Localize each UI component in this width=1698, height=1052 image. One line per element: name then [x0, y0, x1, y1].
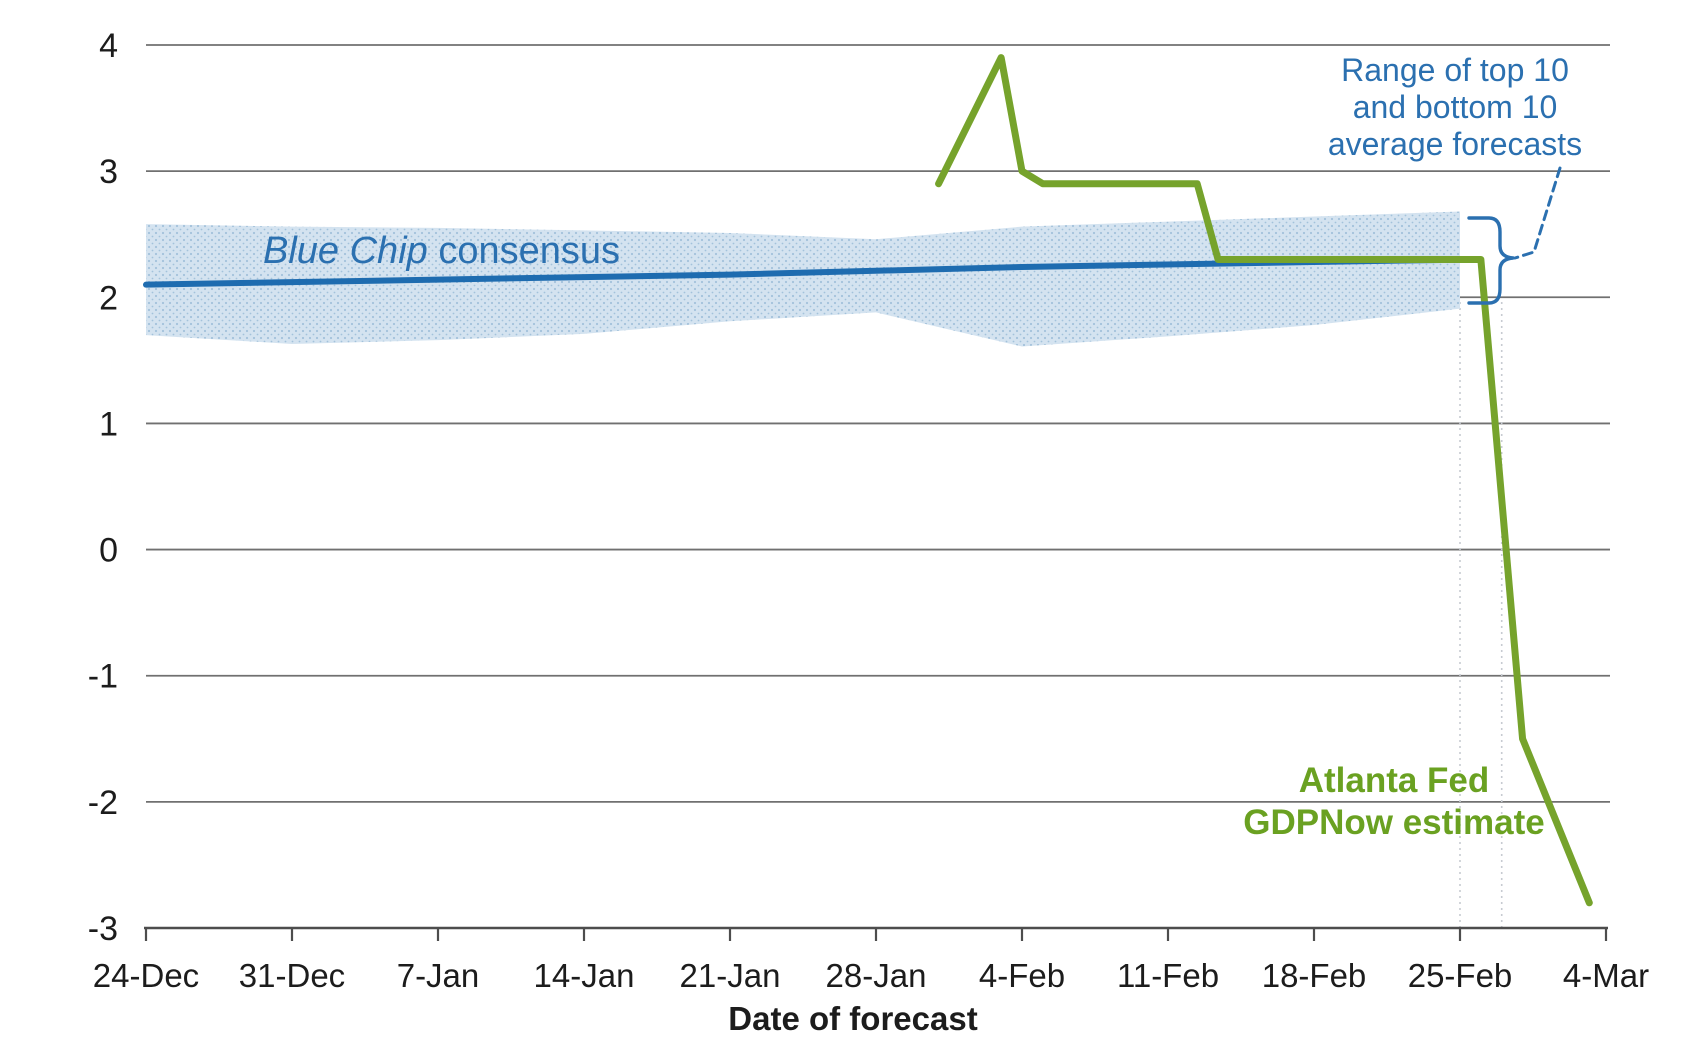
- series-lines: [143, 54, 1593, 907]
- y-tick-label-3: 3: [99, 153, 118, 191]
- x-axis-title: Date of forecast: [728, 1000, 977, 1037]
- range-annotation: Range of top 10 and bottom 10 average fo…: [1255, 52, 1655, 163]
- x-tick-label-18-Feb: 18-Feb: [1262, 957, 1367, 994]
- x-tick-label-11-Feb: 11-Feb: [1117, 957, 1219, 994]
- blue-chip-label-italic: Blue Chip: [263, 230, 428, 272]
- y-tick-label--2: -2: [88, 784, 118, 822]
- x-tick-label-31-Dec: 31-Dec: [239, 957, 345, 994]
- x-tick-label-25-Feb: 25-Feb: [1408, 957, 1513, 994]
- blue-chip-range-band: [146, 211, 1460, 347]
- x-tick-label-21-Jan: 21-Jan: [680, 957, 781, 994]
- gdpnow-estimate-label: Atlanta Fed GDPNow estimate: [1194, 760, 1594, 844]
- range-annotation-line3: average forecasts: [1327, 126, 1583, 162]
- y-tick-label--3: -3: [88, 910, 118, 948]
- y-tick-label--1: -1: [88, 658, 118, 696]
- blue-chip-consensus-label: Blue Chip consensus: [263, 230, 620, 273]
- x-tick-label-24-Dec: 24-Dec: [93, 957, 199, 994]
- y-tick-label-0: 0: [99, 532, 118, 570]
- x-tick-label-14-Jan: 14-Jan: [534, 957, 635, 994]
- axis-labels: 4 3 2 1 0 -1 -2 -3 24-Dec 31-Dec 7-Jan 14-Jan 21-Jan…: [88, 27, 1649, 1037]
- y-tick-label-4: 4: [99, 27, 118, 65]
- range-annotation-line1: Range of top 10: [1341, 52, 1569, 88]
- x-tick-label-28-Jan: 28-Jan: [826, 957, 927, 994]
- series-line-gdpnow: [935, 54, 1593, 907]
- gdpnow-label-line2: GDPNow estimate: [1243, 803, 1545, 842]
- forecast-range-band: [146, 211, 1460, 347]
- blue-chip-label-rest: consensus: [427, 230, 620, 272]
- y-tick-label-1: 1: [99, 405, 118, 443]
- range-annotation-line2: and bottom 10: [1352, 89, 1558, 125]
- x-axis: [144, 926, 1608, 941]
- gdpnow-label-line1: Atlanta Fed: [1298, 761, 1490, 800]
- vertical-guide-lines: [1459, 302, 1503, 928]
- x-tick-label-4-Mar: 4-Mar: [1563, 957, 1649, 994]
- x-tick-label-7-Jan: 7-Jan: [397, 957, 480, 994]
- range-brace: [1467, 216, 1515, 305]
- annotation-leader-line: [1513, 166, 1562, 260]
- x-tick-label-4-Feb: 4-Feb: [979, 957, 1065, 994]
- y-tick-label-2: 2: [99, 279, 118, 317]
